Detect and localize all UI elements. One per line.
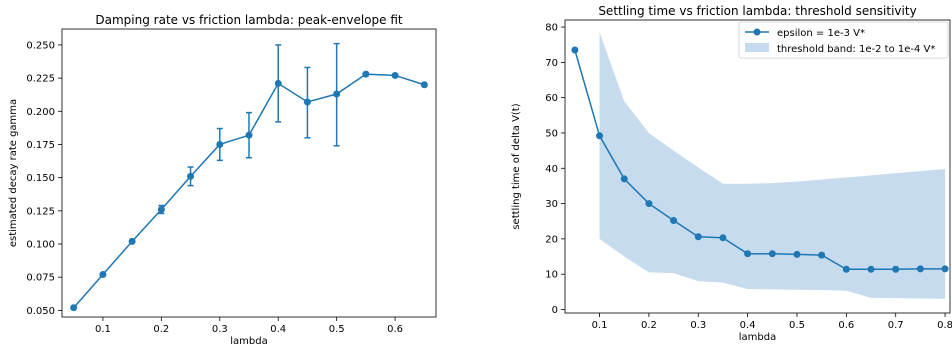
settling-data-point (645, 200, 653, 208)
damping-data-point (303, 98, 311, 106)
settling-data-point (620, 175, 628, 183)
damping-data-point (274, 79, 282, 87)
settling-x-tick-label: 0.6 (838, 320, 854, 331)
settling-data-point (571, 46, 579, 54)
damping-y-tick-label: 0.125 (26, 206, 55, 217)
damping-data-point (362, 70, 370, 78)
settling-y-tick-label: 0 (552, 305, 558, 316)
damping-x-tick-label: 0.6 (387, 324, 403, 335)
damping-plot-frame (61, 28, 437, 318)
settling-chart-title: Settling time vs friction lambda: thresh… (598, 4, 916, 18)
settling-data-point (670, 217, 678, 225)
legend-series-label: epsilon = 1e-3 V* (777, 28, 865, 39)
settling-data-point (694, 233, 702, 241)
settling-x-tick-label: 0.5 (789, 320, 805, 331)
settling-y-tick-label: 80 (545, 23, 558, 34)
settling-y-tick-label: 50 (545, 128, 558, 139)
settling-y-axis-label: settling time of delta V(t) (511, 103, 522, 229)
settling-data-point (719, 234, 727, 242)
settling-data-point (818, 251, 826, 259)
damping-y-tick-label: 0.050 (26, 306, 55, 317)
damping-data-point (157, 205, 165, 213)
damping-data-point (391, 71, 399, 79)
damping-y-tick-label: 0.225 (26, 74, 55, 85)
settling-data-point (744, 250, 752, 258)
legend-box (738, 21, 949, 59)
damping-data-point (245, 131, 253, 139)
damping-y-tick-label: 0.175 (26, 140, 55, 151)
settling-data-point (867, 265, 875, 273)
settling-x-tick-label: 0.2 (641, 320, 657, 331)
settling-series-line (574, 49, 946, 270)
damping-y-tick-label: 0.075 (26, 273, 55, 284)
legend-band-label: threshold band: 1e-2 to 1e-4 V* (777, 44, 935, 55)
damping-x-tick-label: 0.5 (329, 324, 345, 335)
settling-x-tick-label: 0.4 (740, 320, 756, 331)
settling-data-point (842, 265, 850, 273)
settling-y-tick-label: 10 (545, 270, 558, 281)
damping-data-point (187, 172, 195, 180)
settling-data-point (768, 250, 776, 258)
settling-plot-frame (564, 19, 951, 314)
damping-data-point (99, 271, 107, 279)
settling-x-tick-label: 0.7 (888, 320, 904, 331)
legend-band-swatch (745, 43, 769, 52)
damping-x-tick-label: 0.2 (153, 324, 169, 335)
damping-y-axis-label: estimated decay rate gamma (8, 99, 19, 247)
damping-x-tick-label: 0.3 (212, 324, 228, 335)
settling-data-point (596, 132, 604, 140)
settling-time-chart: 0.1 0.2 0.3 0.4 0.5 0.6 0.7 0.8 0 10 20 30 40 50 60 70… (511, 4, 952, 343)
damping-rate-chart: 0.1 0.2 0.3 0.4 0.5 0.6 0.050 0.075 0.100 0.125 0… (8, 13, 437, 347)
settling-data-point (916, 265, 924, 273)
settling-x-tick-label: 0.3 (690, 320, 706, 331)
settling-y-tick-label: 30 (545, 199, 558, 210)
settling-y-tick-label: 70 (545, 58, 558, 69)
damping-y-tick-label: 0.150 (26, 173, 55, 184)
damping-data-point (420, 81, 428, 89)
damping-data-point (333, 90, 341, 98)
settling-y-tick-label: 60 (545, 93, 558, 104)
damping-data-point (70, 304, 78, 312)
settling-data-point (793, 250, 801, 258)
settling-y-tick-label: 20 (545, 234, 558, 245)
damping-data-point (216, 140, 224, 148)
legend-series-marker (753, 28, 761, 36)
damping-x-tick-label: 0.1 (95, 324, 111, 335)
settling-x-axis-label: lambda (739, 332, 776, 343)
threshold-band (599, 32, 946, 299)
damping-data-point (128, 237, 136, 245)
damping-y-tick-label: 0.200 (26, 107, 55, 118)
damping-chart-title: Damping rate vs friction lambda: peak-en… (95, 13, 402, 27)
settling-x-tick-label: 0.8 (937, 320, 952, 331)
damping-y-tick-label: 0.250 (26, 40, 55, 51)
damping-x-tick-label: 0.4 (270, 324, 286, 335)
settling-data-point (892, 265, 900, 273)
damping-x-axis-label: lambda (230, 336, 267, 347)
settling-x-tick-label: 0.1 (592, 320, 608, 331)
settling-legend: epsilon = 1e-3 V* threshold band: 1e-2 t… (738, 21, 949, 59)
settling-data-point (941, 265, 949, 273)
damping-series-line (73, 73, 425, 309)
settling-y-tick-label: 40 (545, 164, 558, 175)
damping-y-tick-label: 0.100 (26, 240, 55, 251)
